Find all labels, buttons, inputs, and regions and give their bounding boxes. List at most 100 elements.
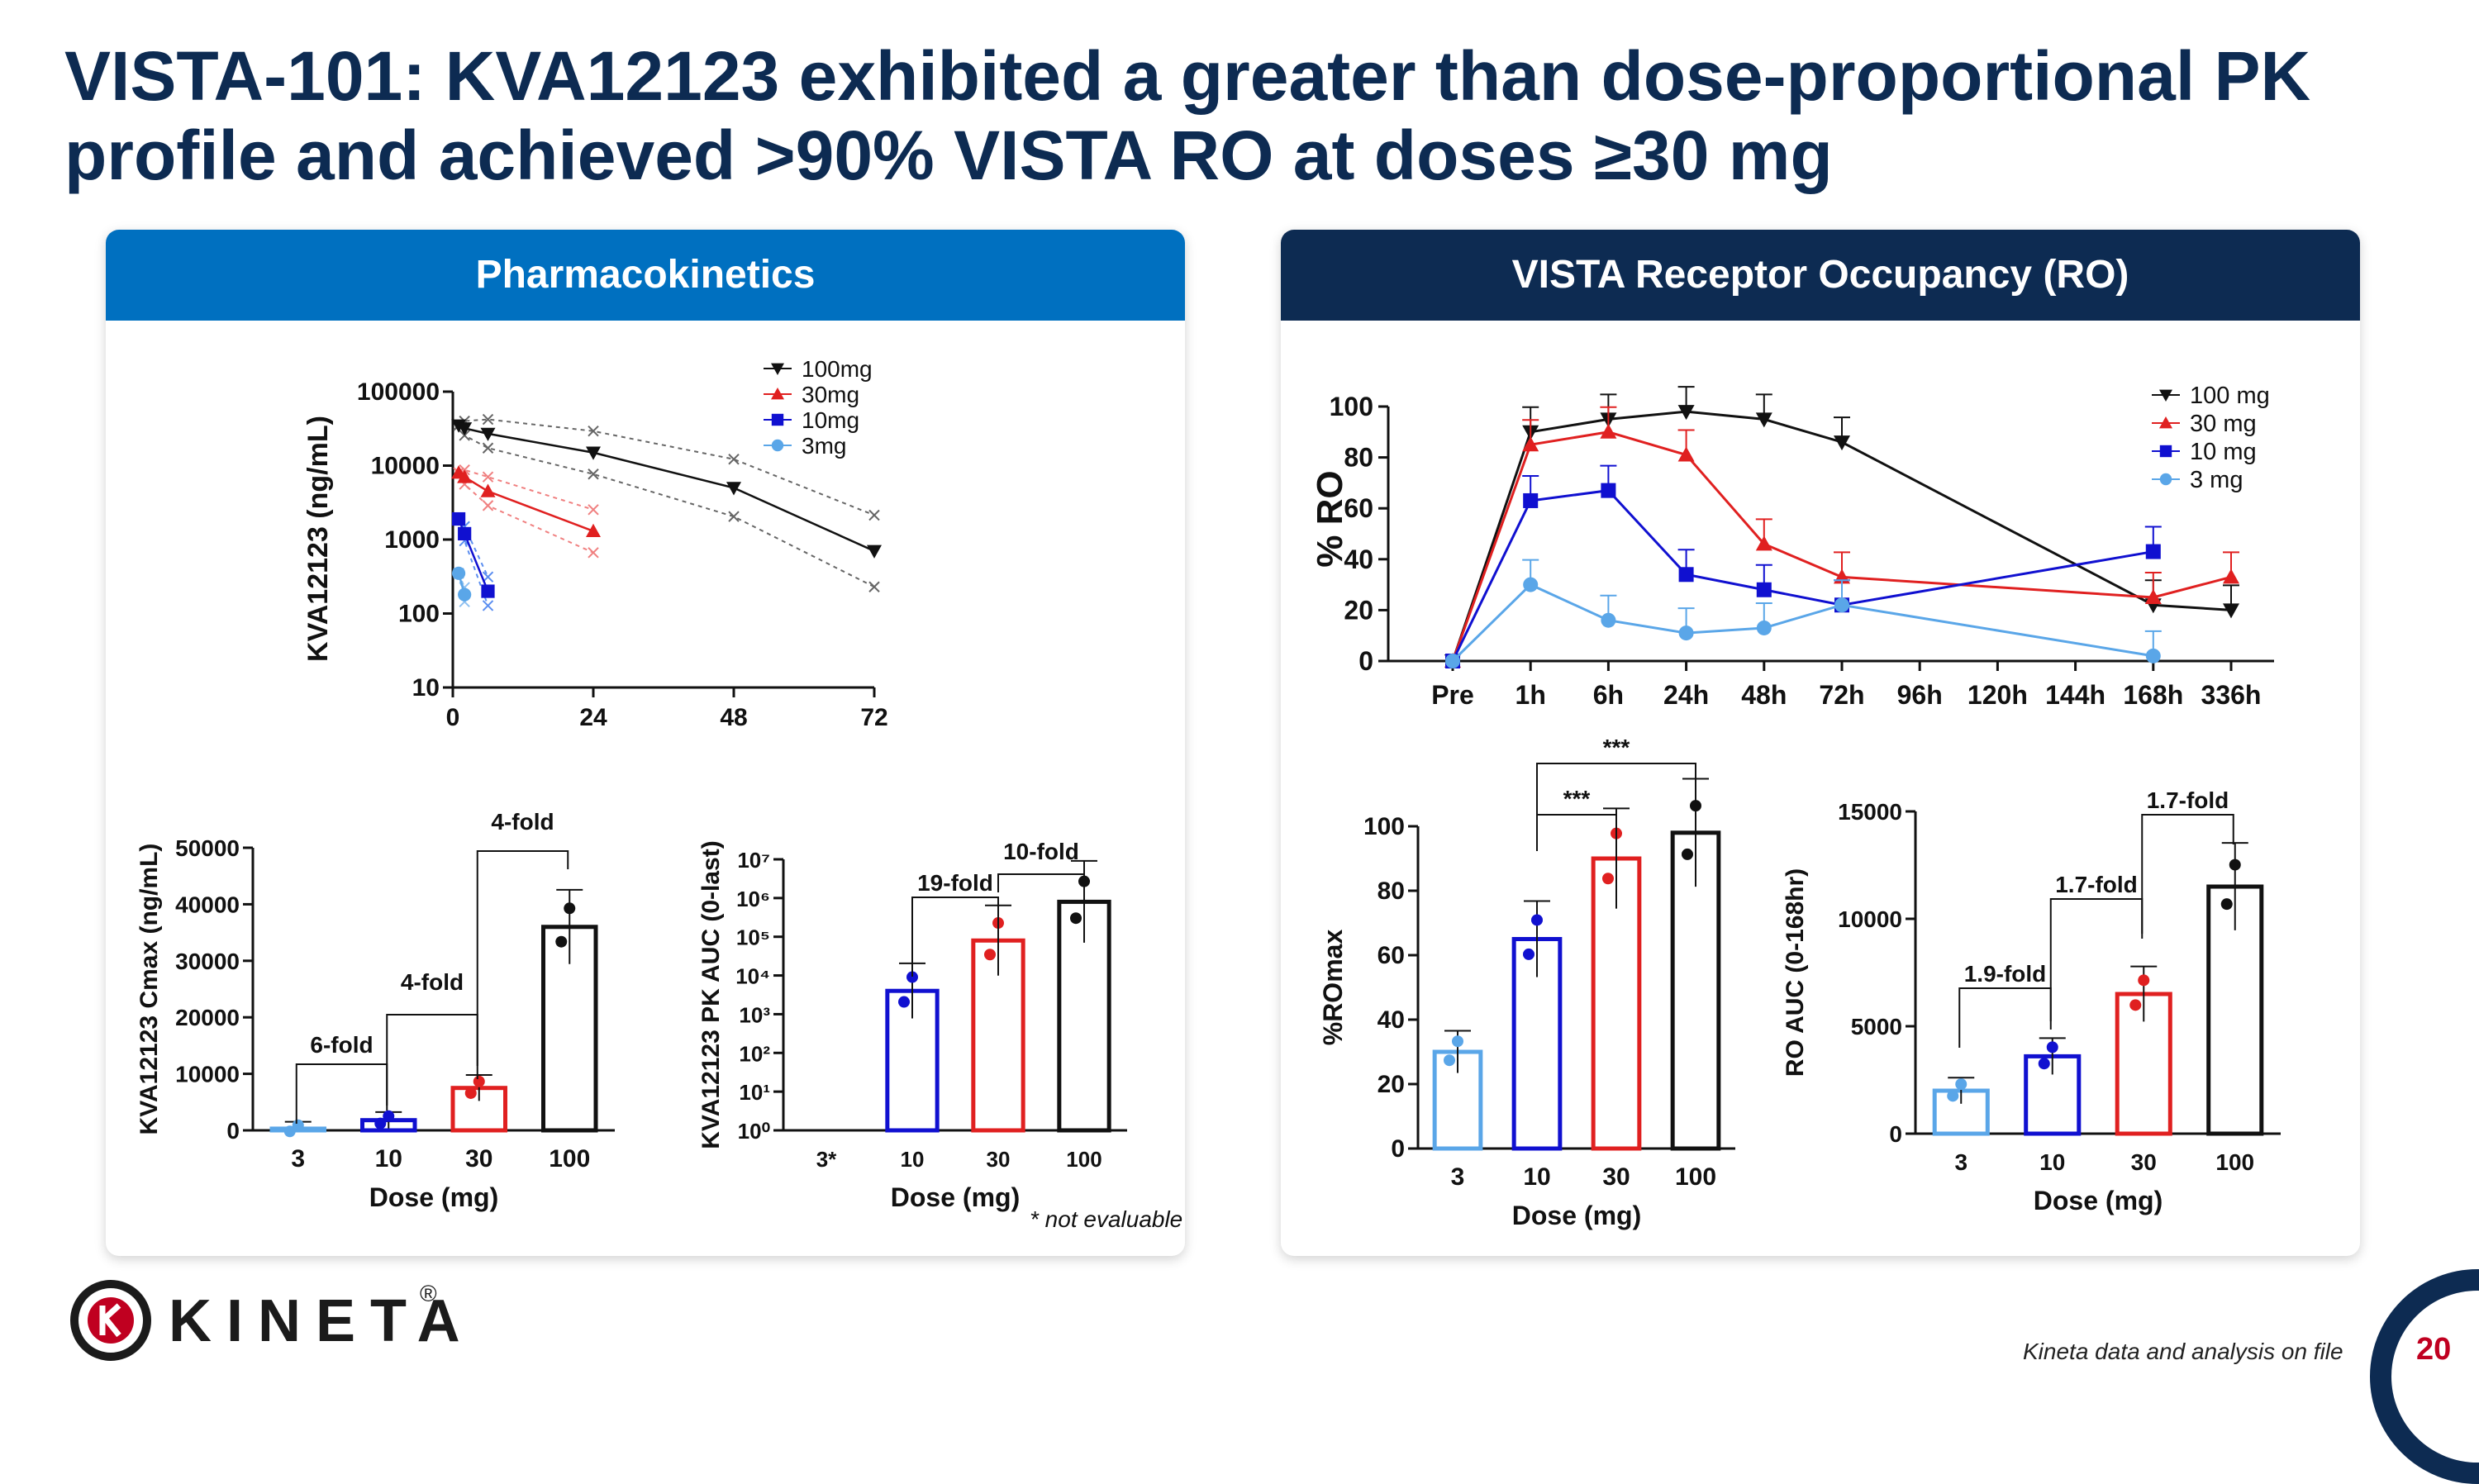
ro-auc-x-tick-label: 30: [2131, 1149, 2157, 1175]
ro-max-x-tick-label: 30: [1602, 1163, 1630, 1191]
pk-conc-x-tick-label: 48: [720, 704, 747, 731]
title-line-1: VISTA-101: KVA12123 exhibited a greater …: [64, 37, 2311, 115]
pk-conc-trace-point: [868, 581, 880, 592]
ro-time-x-tick-label: 168h: [2123, 680, 2183, 710]
pk-auc-y-tick-label: 10⁰: [738, 1119, 770, 1144]
ro-time-point-3 mg: [1756, 620, 1772, 635]
pk-conc-trace-30mg: [458, 469, 594, 511]
pk-cmax-x-tick-label: 30: [465, 1145, 492, 1172]
ro-time-y-label: % RO: [1310, 470, 1350, 567]
pk-conc-trace-point: [588, 469, 599, 480]
pk-conc-trace-point: [868, 509, 880, 521]
pk-cmax-datapoint: [555, 935, 568, 948]
ro-time-point-30 mg: [1600, 423, 1617, 439]
pk-conc-point-10mg: [458, 526, 472, 541]
pk-auc-y-tick-label: 10⁴: [735, 964, 770, 989]
pk-conc-point-100mg: [586, 446, 601, 460]
pk-conc-point-100mg: [867, 545, 882, 559]
logo-wordmark: KINETA: [169, 1288, 475, 1354]
ro-time-x-tick-label: 144h: [2045, 680, 2105, 710]
pk-conc-point-30mg: [480, 483, 496, 497]
ro-max-y-label: %ROmax: [1318, 930, 1348, 1046]
ro-time-point-30 mg: [1755, 535, 1772, 551]
ro-time-point-100 mg: [2223, 603, 2239, 619]
page-number: 20: [2416, 1332, 2452, 1367]
ro-time-y-tick-label: 60: [1344, 493, 1373, 523]
pk-auc-x-tick-label: 100: [1066, 1147, 1102, 1172]
ro-time-point-3 mg: [1678, 625, 1694, 641]
ro-auc-y-tick-label: 15000: [1838, 799, 1902, 825]
ro-max-bracket-1-line: [1536, 814, 1617, 851]
pk-cmax-y-tick-label: 20000: [175, 1005, 240, 1030]
pk-panel-header: Pharmacokinetics: [106, 230, 1185, 321]
title-line-2: profile and achieved >90% VISTA RO at do…: [64, 117, 1833, 194]
pk-cmax-bracket-1-line: [295, 1063, 388, 1124]
ro-time-line-100 mg: [1451, 410, 2232, 662]
ro-time-point-3 mg: [1601, 612, 1616, 628]
pk-cmax-datapoint: [283, 1125, 296, 1138]
pk-auc-y-tick-label: 10⁵: [736, 925, 770, 950]
ro-time-point-30 mg: [2223, 568, 2239, 584]
ro-auc-x-tick-label: 10: [2039, 1149, 2065, 1175]
pk-auc-bracket-1-line: [911, 897, 999, 977]
pk-cmax-datapoint: [292, 1119, 304, 1131]
ro-auc-datapoint: [2220, 898, 2233, 911]
pk-conc-legend-label-2: 10mg: [802, 407, 859, 433]
ro-time-y-tick-label: 100: [1330, 392, 1373, 421]
pk-auc-datapoint: [984, 949, 996, 961]
kineta-logo: KINETA ®: [69, 1279, 483, 1362]
pk-cmax-x-tick-label: 10: [375, 1145, 402, 1172]
pk-auc-y-tick-label: 10⁷: [737, 848, 770, 873]
pk-conc-trace-point: [482, 471, 494, 483]
logo-registered-mark: ®: [420, 1281, 437, 1306]
pk-conc-point-3mg: [458, 587, 472, 602]
pk-conc-legend-label-1: 30mg: [802, 382, 859, 407]
ro-time-point-10 mg: [1601, 483, 1616, 498]
ro-max-y-tick-label: 40: [1377, 1006, 1405, 1034]
ro-time-x-tick-label: 120h: [1967, 680, 2028, 710]
pk-auc-x-tick-label: 3*: [816, 1147, 837, 1172]
ro-time-legend-marker-0: [2159, 389, 2172, 402]
ro-max-bracket-2-line: [1536, 763, 1696, 826]
ro-max-x-tick-label: 100: [1675, 1163, 1716, 1191]
pk-conc-legend-marker-1: [771, 388, 784, 400]
pk-conc-point-100mg: [726, 482, 741, 496]
ro-max-x-label: Dose (mg): [1512, 1201, 1641, 1230]
pk-auc-y-label: KVA12123 PK AUC (0-last): [697, 840, 725, 1149]
ro-time-point-3 mg: [1445, 654, 1460, 668]
ro-time-legend-marker-3: [2159, 473, 2172, 486]
pk-conc-legend-label-0: 100mg: [802, 356, 873, 382]
pk-conc-point-10mg: [481, 584, 495, 598]
pk-cmax-y-tick-label: 10000: [175, 1062, 240, 1087]
ro-time-y-tick-label: 0: [1358, 646, 1373, 676]
ro-max-datapoint: [1444, 1054, 1455, 1067]
pk-cmax-datapoint: [464, 1087, 477, 1099]
pk-conc-point-100mg: [457, 422, 473, 436]
ro-time-point-3 mg: [2145, 648, 2161, 664]
pk-cmax-datapoint: [383, 1110, 395, 1122]
ro-max-datapoint: [1452, 1035, 1463, 1048]
pk-conc-trace-point: [588, 426, 599, 437]
ro-auc-x-tick-label: 100: [2215, 1149, 2254, 1175]
ro-time-line-10 mg: [1451, 489, 2154, 662]
pk-conc-trace-10mg: [458, 518, 489, 606]
ro-auc-bracket-1-label: 1.9-fold: [1964, 961, 2047, 987]
ro-time-x-tick-label: 24h: [1663, 680, 1709, 710]
pk-auc-datapoint: [898, 996, 910, 1008]
ro-auc-datapoint: [1947, 1090, 1959, 1102]
pk-conc-legend-label-3: 3mg: [802, 433, 846, 459]
pk-auc-bracket-1-label: 19-fold: [917, 870, 993, 896]
ro-max-y-tick-label: 100: [1363, 813, 1405, 840]
pk-conc-trace-point: [728, 454, 740, 465]
pk-conc-point-30mg: [586, 523, 601, 538]
pk-cmax-x-tick-label: 3: [291, 1145, 305, 1172]
ro-time-x-tick-label: Pre: [1431, 680, 1474, 710]
pk-cmax-x-label: Dose (mg): [369, 1182, 498, 1212]
ro-time-x-tick-label: 1h: [1515, 680, 1546, 710]
ro-time-point-10 mg: [2145, 544, 2161, 559]
ro-time-point-10 mg: [1523, 492, 1539, 508]
pk-cmax-y-label: KVA12123 Cmax (ng/mL): [136, 844, 163, 1135]
not-evaluable-note: * not evaluable: [1030, 1206, 1183, 1232]
ro-auc-datapoint: [2138, 974, 2150, 987]
pk-cmax-datapoint: [374, 1117, 387, 1130]
